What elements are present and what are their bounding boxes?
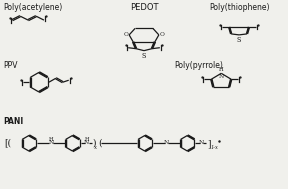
- Text: Poly(pyrrole): Poly(pyrrole): [175, 61, 223, 70]
- Text: ]: ]: [207, 139, 211, 148]
- Text: PANI: PANI: [3, 117, 24, 126]
- Text: O: O: [160, 32, 165, 37]
- Text: PEDOT: PEDOT: [130, 3, 158, 12]
- Text: N: N: [48, 140, 54, 146]
- Text: (: (: [98, 139, 102, 148]
- Text: N: N: [199, 140, 204, 146]
- Text: N: N: [164, 140, 169, 146]
- Text: S: S: [237, 36, 241, 44]
- Text: [(: [(: [4, 138, 12, 147]
- Text: N: N: [219, 74, 224, 79]
- Text: Poly(thiophene): Poly(thiophene): [209, 3, 269, 12]
- Text: Poly(acetylene): Poly(acetylene): [3, 3, 62, 12]
- Text: H: H: [85, 137, 89, 142]
- Text: S: S: [142, 52, 146, 60]
- Text: 1-x: 1-x: [210, 145, 218, 150]
- Text: O: O: [123, 32, 128, 37]
- Text: H: H: [49, 137, 54, 142]
- Text: x: x: [94, 145, 97, 150]
- Text: PPV: PPV: [3, 61, 18, 70]
- Text: N: N: [84, 140, 89, 146]
- Text: H: H: [219, 67, 223, 72]
- Text: ): ): [92, 139, 96, 148]
